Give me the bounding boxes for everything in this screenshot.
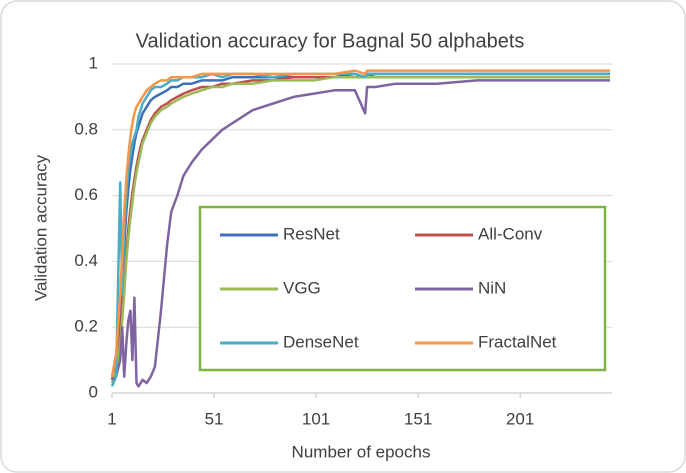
legend-label: FractalNet xyxy=(478,332,557,351)
y-axis-label: Validation accuracy xyxy=(31,154,50,301)
series-line xyxy=(110,69,610,377)
legend-label: NiN xyxy=(478,278,506,297)
y-tick-label: 0.6 xyxy=(74,185,98,204)
y-tick-label: 1 xyxy=(89,53,98,72)
x-axis-label: Number of epochs xyxy=(292,442,431,461)
legend-label: All-Conv xyxy=(478,224,543,243)
series-line xyxy=(110,72,610,387)
y-tick-label: 0.2 xyxy=(74,317,98,336)
legend-label: DenseNet xyxy=(283,332,359,351)
legend-label: VGG xyxy=(283,278,321,297)
x-tick-label: 151 xyxy=(404,409,432,428)
chart-title: Validation accuracy for Bagnal 50 alphab… xyxy=(136,30,525,52)
legend-label: ResNet xyxy=(283,224,340,243)
y-tick-label: 0.4 xyxy=(74,251,98,270)
series-line xyxy=(110,75,610,384)
x-tick-label: 1 xyxy=(107,409,116,428)
x-tick-label: 201 xyxy=(506,409,534,428)
y-tick-label: 0 xyxy=(89,382,98,401)
x-tick-label: 101 xyxy=(302,409,330,428)
y-tick-label: 0.8 xyxy=(74,119,98,138)
series-line xyxy=(111,79,610,388)
x-tick-label: 51 xyxy=(205,409,224,428)
